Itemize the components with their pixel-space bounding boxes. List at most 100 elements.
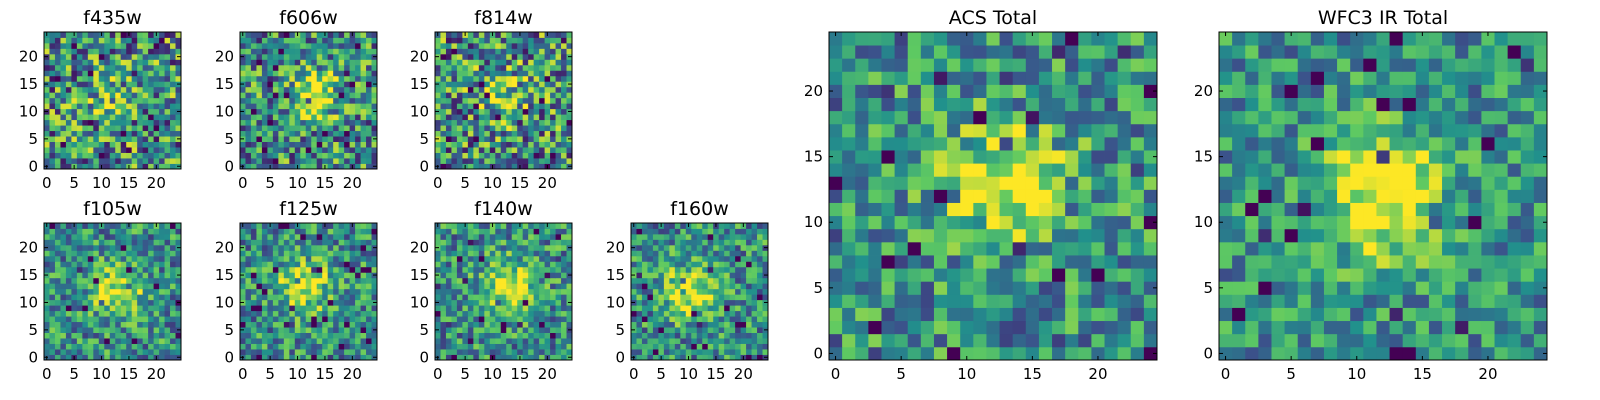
heatmap-cell (148, 283, 154, 290)
heatmap-cell (164, 299, 171, 306)
heatmap-cell (355, 103, 361, 110)
heatmap-cell (555, 53, 562, 60)
x-tick-label: 15 (510, 365, 529, 383)
heatmap-cell (478, 64, 485, 71)
heatmap-cell (462, 59, 469, 66)
heatmap-cell (729, 327, 736, 333)
heatmap-cell (240, 152, 246, 159)
heatmap-cell (131, 310, 138, 317)
heatmap-cell (489, 152, 496, 159)
heatmap-cell (658, 283, 665, 290)
heatmap-cell (256, 305, 263, 312)
heatmap-cell (126, 70, 133, 77)
heatmap-cell (355, 261, 361, 268)
heatmap-cell (511, 103, 518, 110)
heatmap-cell (539, 141, 545, 148)
heatmap-cell (316, 92, 323, 99)
heatmap-cell (300, 343, 307, 350)
heatmap-cell (109, 332, 116, 339)
heatmap-cell (550, 130, 556, 137)
heatmap-cell (49, 152, 56, 159)
heatmap-cell (333, 103, 340, 110)
heatmap-cell (511, 261, 518, 268)
heatmap-cell (44, 321, 50, 328)
heatmap-cell (109, 152, 116, 159)
heatmap-cell (478, 114, 485, 121)
heatmap-cell (484, 125, 491, 132)
heatmap-cell (109, 70, 116, 77)
heatmap-cell (87, 59, 94, 66)
heatmap-cell (371, 343, 378, 350)
heatmap-cell (462, 338, 469, 344)
heatmap-cell (311, 299, 318, 306)
heatmap-cell (500, 48, 507, 55)
heatmap-cell (366, 70, 372, 77)
heatmap-cell (1012, 333, 1027, 348)
heatmap-cell (109, 255, 116, 262)
heatmap-cell (762, 283, 769, 290)
heatmap-cell (164, 223, 171, 229)
heatmap-cell (1038, 307, 1053, 322)
heatmap-cell (663, 354, 670, 361)
heatmap-cell (907, 333, 922, 348)
heatmap-cell (175, 283, 182, 290)
heatmap-cell (98, 299, 105, 306)
heatmap-cell (868, 189, 882, 203)
heatmap-cell (696, 294, 703, 301)
heatmap-cell (669, 316, 676, 323)
heatmap-cell (539, 136, 545, 142)
heatmap-cell (855, 136, 869, 151)
heatmap-cell (278, 59, 285, 66)
heatmap-cell (555, 75, 562, 82)
heatmap-cell (240, 141, 246, 148)
heatmap-cell (881, 320, 895, 335)
heatmap-cell (729, 310, 736, 317)
heatmap-cell (829, 32, 843, 46)
heatmap-cell (652, 299, 659, 306)
heatmap-cell (1104, 228, 1119, 243)
heatmap-cell (539, 81, 545, 88)
heatmap-cell (44, 316, 50, 323)
heatmap-cell (294, 125, 301, 132)
heatmap-cell (757, 277, 763, 284)
heatmap-cell (300, 48, 307, 55)
heatmap-cell (272, 103, 279, 110)
heatmap-cell (170, 32, 176, 38)
heatmap-cell (371, 147, 378, 153)
heatmap-cell (517, 266, 524, 273)
heatmap-cell (539, 354, 545, 361)
heatmap-cell (76, 147, 83, 153)
heatmap-cell (544, 332, 551, 339)
heatmap-cell (250, 316, 257, 323)
heatmap-cell (272, 42, 279, 49)
heatmap-cell (663, 349, 670, 355)
heatmap-cell (1117, 110, 1132, 125)
heatmap-cell (272, 70, 279, 77)
heatmap-cell (65, 152, 72, 159)
heatmap-cell (713, 321, 720, 328)
heatmap-cell (126, 305, 133, 312)
heatmap-cell (522, 163, 529, 170)
heatmap-cell (278, 81, 285, 88)
heatmap-cell (366, 316, 372, 323)
heatmap-cell (159, 32, 165, 38)
heatmap-cell (484, 327, 491, 333)
heatmap-cell (305, 294, 312, 301)
heatmap-cell (506, 343, 513, 350)
heatmap-cell (137, 163, 144, 170)
heatmap-cell (533, 108, 540, 115)
heatmap-cell (349, 288, 356, 295)
heatmap-cell (669, 343, 676, 350)
heatmap-cell (305, 152, 312, 159)
heatmap-cell (65, 136, 72, 142)
heatmap-cell (1038, 189, 1053, 203)
heatmap-cell (245, 114, 252, 121)
heatmap-cell (261, 321, 268, 328)
heatmap-cell (1025, 71, 1040, 85)
heatmap-cell (338, 59, 345, 66)
heatmap-cell (327, 223, 334, 229)
heatmap-cell (484, 228, 491, 235)
heatmap-cell (355, 338, 361, 344)
heatmap-cells (631, 223, 769, 361)
heatmap-cell (445, 147, 452, 153)
